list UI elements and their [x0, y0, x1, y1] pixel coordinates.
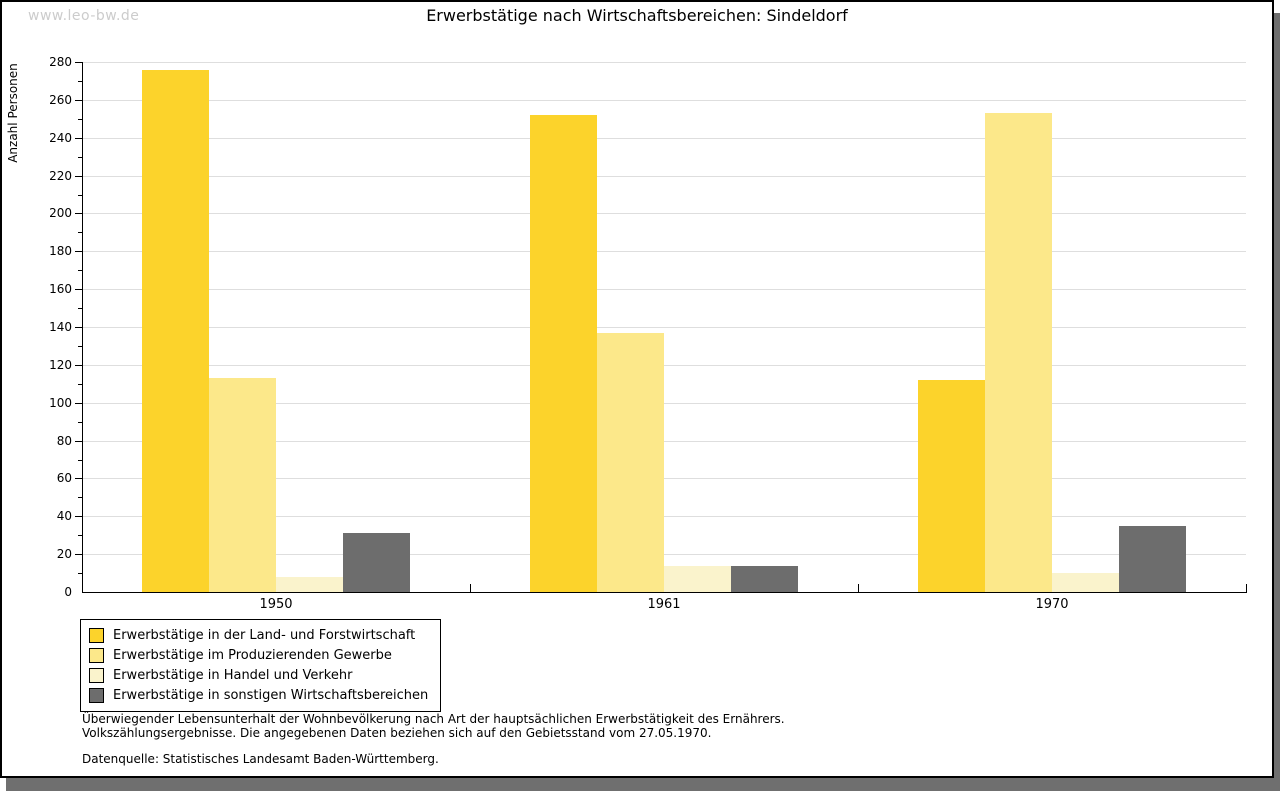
legend-item-2: Erwerbstätige im Produzierenden Gewerbe [89, 645, 428, 665]
y-axis-tick-label: 200 [49, 206, 72, 221]
gridline [82, 137, 1246, 139]
bar-1961-series-1 [530, 115, 597, 592]
y-axis-minor-tick [78, 308, 82, 310]
legend-item-3: Erwerbstätige in Handel und Verkehr [89, 665, 428, 685]
gridline [82, 62, 1246, 63]
legend-item-1: Erwerbstätige in der Land- und Forstwirt… [89, 625, 428, 645]
y-axis-tick-label: 180 [49, 244, 72, 259]
y-axis-tick-label: 160 [49, 282, 72, 297]
bar-1961-series-4 [731, 565, 798, 592]
y-axis-tick-label: 40 [56, 509, 72, 524]
y-axis-minor-tick [78, 345, 82, 347]
y-axis-major-tick [75, 175, 82, 177]
y-axis-major-tick [75, 251, 82, 253]
y-axis-minor-tick [78, 118, 82, 120]
legend-swatch-icon [89, 687, 104, 703]
y-axis-major-tick [75, 516, 82, 518]
bar-1970-series-1 [918, 380, 985, 592]
y-axis-minor-tick [78, 497, 82, 499]
y-axis-tick-label: 240 [49, 130, 72, 145]
y-axis-minor-tick [78, 535, 82, 537]
y-axis-tick-label: 80 [56, 433, 72, 448]
legend: Erwerbstätige in der Land- und Forstwirt… [80, 619, 442, 712]
plot-area: 20 40 60 80 100 120 140 160 180 200 220 240 260 280 0 1… [2, 2, 1272, 776]
legend-item-label: Erwerbstätige im Produzierenden Gewerbe [113, 647, 392, 663]
legend-item-label: Erwerbstätige in Handel und Verkehr [113, 667, 353, 683]
chart-canvas: www.leo-bw.de Erwerbstätige nach Wirtsch… [2, 2, 1272, 776]
chart-title: Erwerbstätige nach Wirtschaftsbereichen:… [426, 6, 848, 25]
x-axis-boundary-tick [1246, 584, 1247, 592]
gridline [82, 251, 1246, 253]
y-axis-major-tick [75, 402, 82, 404]
y-axis-minor-tick [78, 383, 82, 385]
y-axis-minor-tick [78, 270, 82, 272]
legend-item-label: Erwerbstätige in der Land- und Forstwirt… [113, 627, 416, 643]
chart-frame: www.leo-bw.de Erwerbstätige nach Wirtsch… [0, 0, 1274, 778]
footnotes: Überwiegender Lebensunterhalt der Wohnbe… [82, 712, 785, 766]
y-axis-minor-tick [78, 459, 82, 461]
y-axis-tick-label: 260 [49, 92, 72, 107]
y-axis-minor-tick [78, 232, 82, 234]
bar-1970-series-4 [1119, 525, 1186, 592]
bar-1950-series-2 [209, 378, 276, 592]
bar-1950-series-3 [276, 576, 343, 592]
y-axis-major-tick [75, 99, 82, 101]
y-axis-minor-tick [78, 194, 82, 196]
y-axis-major-tick [75, 327, 82, 328]
x-axis-category-label: 1970 [1035, 597, 1069, 612]
bar-1950-series-1 [142, 69, 209, 592]
y-axis-line [82, 62, 83, 592]
y-axis-major-tick [75, 440, 82, 442]
y-axis-minor-tick [78, 573, 82, 575]
gridline [82, 516, 1246, 518]
legend-item-label: Erwerbstätige in sonstigen Wirtschaftsbe… [113, 687, 429, 703]
y-axis-tick-label: 220 [49, 168, 72, 183]
footnote-line-1: Überwiegender Lebensunterhalt der Wohnbe… [82, 712, 785, 726]
y-axis-minor-tick [78, 156, 82, 158]
gridline [82, 478, 1246, 480]
bar-1970-series-2 [985, 113, 1052, 592]
y-axis-minor-tick [78, 421, 82, 423]
y-axis-tick-label: 120 [49, 357, 72, 372]
y-axis-major-tick [75, 137, 82, 139]
watermark: www.leo-bw.de [28, 8, 140, 24]
x-axis-line [82, 592, 1247, 593]
gridline [82, 175, 1246, 177]
y-axis-major-tick [75, 364, 82, 366]
gridline [82, 327, 1246, 328]
y-axis-tick-label: 20 [56, 547, 72, 562]
gridline [82, 402, 1246, 404]
y-axis-major-tick [75, 62, 82, 63]
y-axis-tick-label: 280 [49, 55, 72, 69]
y-axis-tick-label: 100 [49, 395, 72, 410]
gridline [82, 440, 1246, 442]
y-axis-major-tick [75, 554, 82, 556]
legend-swatch-icon [89, 627, 104, 643]
gridline [82, 99, 1246, 101]
y-axis-major-tick [75, 478, 82, 480]
y-axis-tick-label: 0 [64, 585, 72, 599]
legend-item-4: Erwerbstätige in sonstigen Wirtschaftsbe… [89, 685, 428, 705]
bar-1950-series-4 [343, 533, 410, 592]
gridline [82, 289, 1246, 291]
bar-1961-series-2 [597, 332, 664, 592]
gridline [82, 554, 1246, 556]
x-axis-category-label: 1950 [259, 597, 293, 612]
y-axis-minor-tick [78, 80, 82, 82]
bar-1961-series-3 [664, 565, 731, 592]
x-axis-boundary-tick [858, 584, 859, 592]
y-axis-tick-label: 60 [56, 471, 72, 486]
legend-swatch-icon [89, 647, 104, 663]
bar-1970-series-3 [1052, 573, 1119, 592]
y-axis-major-tick [75, 213, 82, 215]
x-axis-category-label: 1961 [647, 597, 681, 612]
x-axis-boundary-tick [470, 584, 471, 592]
gridline [82, 364, 1246, 366]
legend-swatch-icon [89, 667, 104, 683]
footnote-line-2: Volkszählungsergebnisse. Die angegebenen… [82, 726, 712, 740]
y-axis-tick-label: 140 [49, 320, 72, 334]
gridline [82, 213, 1246, 215]
footnote-source: Datenquelle: Statistisches Landesamt Bad… [82, 752, 439, 766]
y-axis-major-tick [75, 289, 82, 291]
